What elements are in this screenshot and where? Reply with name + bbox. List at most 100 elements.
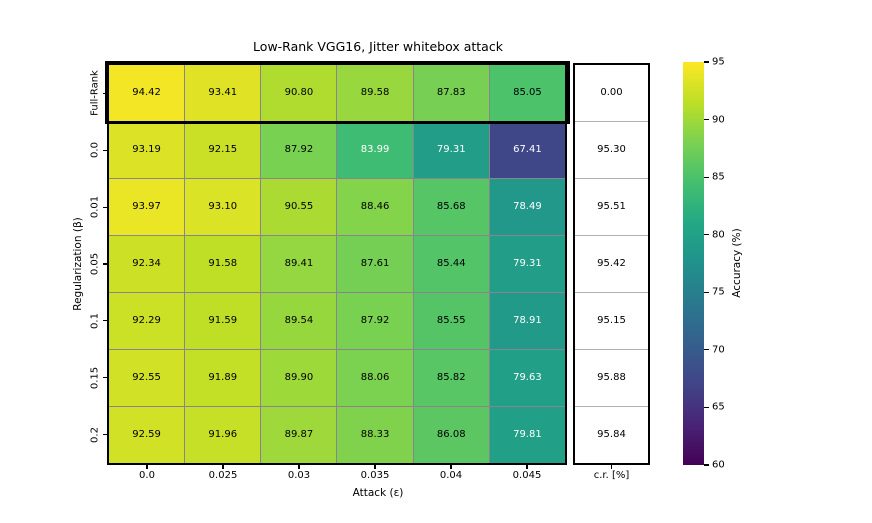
colorbar-tick-label: 70: [712, 344, 725, 356]
cr-cell: 95.15: [575, 293, 648, 349]
y-axis-label: Regularization (β): [72, 217, 84, 311]
chart-title: Low-Rank VGG16, Jitter whitebox attack: [253, 39, 503, 54]
colorbar-tick-label: 95: [712, 56, 725, 68]
cr-column-grid: 0.00 95.30 95.51 95.42 95.15 95.88 95.84: [573, 63, 650, 465]
colorbar-tick-mark: [704, 118, 709, 121]
heatmap-cell: 78.49: [489, 179, 565, 235]
heatmap-cell: 94.42: [109, 65, 185, 121]
colorbar-tick-label: 75: [712, 286, 725, 298]
y-tick-label: Full-Rank: [89, 70, 101, 117]
heatmap-cell: 89.90: [261, 350, 337, 406]
y-tick-label: 0.0: [89, 142, 101, 159]
heatmap-cell: 93.10: [185, 179, 261, 235]
heatmap-cell: 89.87: [261, 407, 337, 463]
colorbar-tick-label: 90: [712, 114, 725, 126]
x-tick-mark: [146, 465, 148, 469]
heatmap-cell: 92.29: [109, 293, 185, 349]
heatmap-cell: 92.59: [109, 407, 185, 463]
cr-cell: 95.51: [575, 179, 648, 235]
colorbar-tick-label: 85: [712, 171, 725, 183]
heatmap-cell: 87.92: [337, 293, 413, 349]
x-tick-mark: [526, 465, 528, 469]
heatmap-cell: 92.15: [185, 122, 261, 178]
heatmap-cell: 79.31: [489, 236, 565, 292]
heatmap-cell: 85.68: [413, 179, 489, 235]
heatmap-cell: 87.83: [413, 65, 489, 121]
heatmap-cell: 85.05: [489, 65, 565, 121]
x-tick-mark: [450, 465, 452, 469]
heatmap-cell: 85.44: [413, 236, 489, 292]
colorbar-tick-label: 60: [712, 459, 725, 471]
colorbar-tick-mark: [704, 176, 709, 178]
heatmap-cell: 91.59: [185, 293, 261, 349]
heatmap-cell: 88.33: [337, 407, 413, 463]
colorbar-tick-mark: [704, 464, 709, 466]
y-tick-label: 0.15: [89, 366, 101, 389]
colorbar-tick-mark: [704, 349, 709, 351]
cr-cell: 95.42: [575, 236, 648, 292]
heatmap-cell: 86.08: [413, 407, 489, 463]
colorbar-label: Accuracy (%): [731, 228, 743, 298]
colorbar-tick-mark: [704, 291, 709, 293]
heatmap-cell: 87.61: [337, 236, 413, 292]
colorbar-tick-label: 80: [712, 229, 725, 241]
heatmap-cell: 85.82: [413, 350, 489, 406]
colorbar-tick-mark: [704, 61, 709, 63]
y-tick-mark: [102, 263, 107, 265]
x-tick-label: 0.025: [208, 470, 238, 481]
x-tick-mark: [610, 465, 613, 469]
heatmap-cell: 87.92: [261, 122, 337, 178]
heatmap-cell: 93.41: [185, 65, 261, 121]
heatmap-cell: 67.41: [489, 122, 565, 178]
x-tick-label: 0.035: [360, 470, 390, 481]
heatmap-cell: 88.46: [337, 179, 413, 235]
colorbar-tick-label: 65: [712, 401, 725, 413]
heatmap-cell: 90.80: [261, 65, 337, 121]
y-tick-label: 0.05: [89, 252, 101, 276]
x-tick-label: 0.03: [287, 470, 311, 481]
y-tick-mark: [102, 92, 107, 94]
y-tick-mark: [102, 206, 107, 208]
heatmap-cell: 92.55: [109, 350, 185, 406]
heatmap-cell: 83.99: [337, 122, 413, 178]
heatmap-cell: 88.06: [337, 350, 413, 406]
heatmap-cell: 93.97: [109, 179, 185, 235]
y-tick-mark: [102, 434, 107, 436]
y-tick-mark: [102, 149, 107, 151]
x-tick-label: 0.045: [512, 470, 542, 481]
x-tick-mark: [222, 465, 224, 469]
cr-cell: 0.00: [575, 65, 648, 121]
cr-cell: 95.30: [575, 122, 648, 178]
heatmap-grid: 94.42 93.41 90.80 89.58 87.83 85.05 93.19 92.15…: [107, 63, 567, 465]
x-tick-label: 0.04: [439, 470, 463, 481]
heatmap-cell: 91.89: [185, 350, 261, 406]
x-axis-label: Attack (ε): [352, 487, 404, 499]
heatmap-cell: 78.91: [489, 293, 565, 349]
heatmap-cell: 93.19: [109, 122, 185, 178]
cr-cell: 95.88: [575, 350, 648, 406]
heatmap-cell: 89.41: [261, 236, 337, 292]
y-tick-mark: [102, 377, 107, 379]
heatmap-cell: 89.58: [337, 65, 413, 121]
y-tick-label: 0.01: [89, 195, 101, 219]
x-tick-label: c.r. [%]: [593, 470, 630, 481]
colorbar-tick-mark: [704, 234, 709, 236]
heatmap-cell: 91.96: [185, 407, 261, 463]
heatmap-cell: 79.31: [413, 122, 489, 178]
cr-cell: 95.84: [575, 407, 648, 463]
y-tick-mark: [102, 320, 107, 322]
x-tick-mark: [298, 465, 300, 469]
heatmap-cell: 91.58: [185, 236, 261, 292]
y-tick-label: 0.1: [89, 312, 101, 329]
heatmap-cell: 79.63: [489, 350, 565, 406]
heatmap-cell: 79.81: [489, 407, 565, 463]
y-tick-label: 0.2: [89, 426, 101, 443]
heatmap-cell: 85.55: [413, 293, 489, 349]
colorbar-tick-mark: [704, 406, 709, 409]
heatmap-cell: 90.55: [261, 179, 337, 235]
x-tick-label: 0.0: [139, 470, 155, 481]
x-tick-mark: [374, 465, 376, 469]
heatmap-cell: 92.34: [109, 236, 185, 292]
heatmap-cell: 89.54: [261, 293, 337, 349]
